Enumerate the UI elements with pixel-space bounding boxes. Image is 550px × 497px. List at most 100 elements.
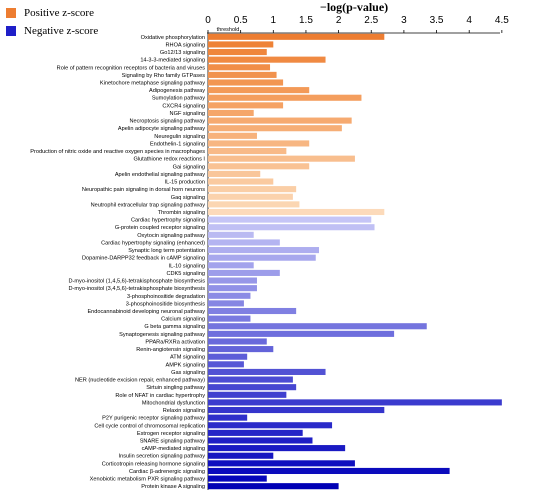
legend-item-negative: Negative z-score [6,22,98,40]
category-label: Necroptosis signaling pathway [129,119,205,125]
category-label: ATM signaling [170,355,205,361]
category-label: NER (nucleotide excision repair, enhance… [75,378,205,384]
bar [208,399,502,406]
bar [208,48,267,56]
bars [208,33,502,490]
bar [208,307,297,315]
bar [208,201,300,208]
bar [208,155,355,162]
category-label: CDK5 signaling [166,271,205,277]
legend-label-negative: Negative z-score [24,25,99,37]
threshold-label: threshold [217,27,240,33]
category-label: Relaxin signaling [163,408,205,414]
bar [208,338,267,345]
bar [208,483,339,490]
x-ticks: 0 0.5 1 1.5 2 2.5 3 3.5 4 4.5 [205,15,509,33]
bar [208,376,293,383]
bar [208,41,274,48]
category-label: IL-10 signaling [169,263,205,269]
bar [208,429,303,436]
bar [208,277,257,284]
category-label: Corticotropin releasing hormone signalin… [102,461,205,467]
category-label: Dopamine-DARPP32 feedback in cAMP signal… [82,256,205,262]
category-label: Signaling by Rho family GTPases [122,73,206,79]
bar [208,64,271,71]
category-label: Oxidative phosphorylation [141,35,205,41]
category-label: Endocannabinoid developing neuronal path… [87,309,205,315]
bar [208,125,342,132]
category-label: 3-phosphoinositide degradation [127,294,205,300]
x-tick-label: 3 [401,15,407,26]
category-label: Estrogen receptor signaling [137,431,205,437]
category-label: Oxytocin signaling pathway [137,233,205,239]
x-tick-label: 0.5 [234,15,248,26]
bar [208,445,346,452]
category-label: Endothelin-1 signaling [150,141,205,147]
bar [208,475,267,482]
category-label: Neutrophil extracellular trap signaling … [91,202,206,208]
bar [208,391,287,398]
category-label: G-protein coupled receptor signaling [115,225,205,231]
category-label: Insulin secretion signaling pathway [119,454,206,460]
category-label: NGF signaling [170,111,205,117]
bar [208,247,320,254]
bar [208,239,280,246]
bar [208,285,257,292]
bar [208,361,244,368]
category-label: Production of nitric oxide and reactive … [30,149,205,155]
bar [208,460,355,467]
category-label: Glutathione redox reactions I [133,157,205,163]
bar [208,178,274,185]
category-label: Cardiac β-adrenergic signaling [129,469,205,475]
bar [208,163,310,170]
category-label: Mitochondrial dysfunction [142,400,205,406]
category-label: Protein kinase A signaling [141,484,205,490]
legend-swatch-negative [6,26,16,36]
bar [208,467,450,475]
category-label: SNARE signaling pathway [140,438,205,444]
x-tick-label: 0 [205,15,211,26]
bar [208,437,313,444]
legend-label-positive: Positive z-score [24,7,94,19]
bar [208,269,280,276]
bar [208,452,274,459]
category-label: RHOA signaling [166,42,206,48]
bar [208,193,293,200]
category-label: Sirtuin singling pathway [146,385,205,391]
bar [208,117,352,124]
bar [208,224,375,231]
legend-swatch-positive [6,8,16,18]
bar [208,323,427,330]
bar [208,406,385,414]
category-label: Role of pattern recognition receptors of… [57,65,206,71]
category-label: Sumoylation pathway [152,96,205,102]
x-tick-label: 1.5 [299,15,313,26]
category-label: AMPK signaling [166,362,206,368]
category-label: Cardiac hypertrophy signaling (enhanced) [101,240,205,246]
category-label: Neuregulin signaling [154,134,205,140]
x-axis-title: −log(p-value) [320,0,389,14]
x-tick-label: 3.5 [430,15,444,26]
category-label: Go12/13 signaling [160,50,205,56]
category-label: Gaq signaling [171,195,205,201]
legend-item-positive: Positive z-score [6,4,98,22]
bar [208,148,287,155]
category-label: Cell cycle control of chromosomal replic… [94,423,205,429]
bar [208,102,284,109]
bar [208,56,326,63]
x-tick-label: 1 [271,15,277,26]
category-label: Adipogenesis pathway [149,88,205,94]
bar [208,132,257,139]
category-label: Apelin adipocyte signaling pathway [118,126,205,132]
category-label: D-myo-inositol (1,4,5,6)-tetrakisphospha… [69,279,206,285]
category-label: Neuropathic pain signaling in dorsal hor… [82,187,205,193]
category-label: IL-15 production [165,180,205,186]
bar [208,254,316,261]
category-label: Calcium signaling [161,317,205,323]
category-label: Thrombin signaling [158,210,205,216]
category-label: cAMP-mediated signaling [142,446,205,452]
category-label: Role of NFAT in cardiac hypertrophy [115,393,205,399]
category-label: Synaptogenesis signaling pathway [119,332,205,338]
